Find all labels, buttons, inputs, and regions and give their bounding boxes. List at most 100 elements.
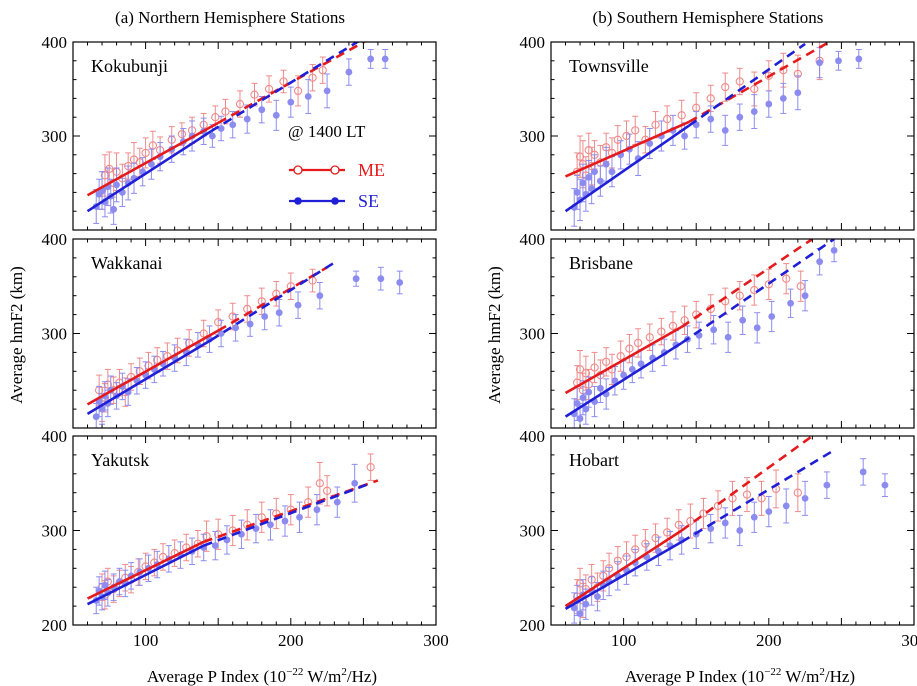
data-point xyxy=(313,506,321,514)
data-point xyxy=(232,324,240,332)
data-point xyxy=(267,521,274,529)
data-point xyxy=(585,388,593,396)
y-tick-label: 400 xyxy=(42,33,68,52)
data-point xyxy=(779,95,787,102)
data-point xyxy=(765,508,773,515)
data-point xyxy=(293,86,303,96)
column-title-southern: (b) Southern Hemisphere Stations xyxy=(593,8,824,27)
data-point xyxy=(113,181,120,189)
data-point xyxy=(816,59,824,67)
data-point xyxy=(217,125,225,132)
data-point xyxy=(235,99,245,109)
data-point xyxy=(318,66,327,75)
data-point xyxy=(323,87,331,95)
y-tick-label: 400 xyxy=(42,427,68,446)
data-point xyxy=(221,107,230,116)
x-tick-label: 300 xyxy=(901,631,917,650)
data-point xyxy=(681,132,688,140)
legend-marker xyxy=(293,165,303,175)
data-point xyxy=(631,126,640,135)
data-point xyxy=(645,333,654,342)
station-label: Brisbane xyxy=(569,253,633,273)
data-point xyxy=(613,135,622,144)
legend-marker xyxy=(331,197,339,205)
fit-se-solid xyxy=(86,338,212,415)
y-tick-label: 300 xyxy=(520,325,546,344)
fit-me-solid xyxy=(564,120,690,178)
data-point xyxy=(596,177,604,185)
data-point xyxy=(258,106,266,114)
data-point xyxy=(287,98,295,106)
data-point xyxy=(782,502,790,510)
data-point xyxy=(611,377,619,385)
plot-area xyxy=(86,453,379,615)
data-point xyxy=(585,173,593,181)
series-se xyxy=(92,266,404,428)
data-point xyxy=(663,114,672,124)
series-se xyxy=(570,458,889,625)
plot-area xyxy=(564,436,889,625)
data-point xyxy=(367,55,375,63)
data-point xyxy=(103,380,112,389)
data-point xyxy=(633,338,643,348)
x-tick-label: 300 xyxy=(423,631,449,650)
data-point xyxy=(674,520,683,529)
data-point xyxy=(315,479,324,488)
data-point xyxy=(366,463,375,472)
data-point xyxy=(110,205,118,213)
legend-label-se: SE xyxy=(358,191,379,211)
data-point xyxy=(381,55,389,63)
fit-se-dashed xyxy=(210,261,336,342)
x-tick-label: 200 xyxy=(756,631,782,650)
data-point xyxy=(308,73,317,82)
data-point xyxy=(750,513,758,521)
x-tick-label: 100 xyxy=(611,631,637,650)
fit-se-dashed xyxy=(680,239,835,345)
y-tick-label: 400 xyxy=(520,230,546,249)
data-point xyxy=(322,486,332,495)
y-tick-label: 200 xyxy=(520,616,546,635)
data-point xyxy=(750,84,759,94)
data-point xyxy=(881,481,889,489)
data-point xyxy=(724,333,732,341)
data-point xyxy=(582,600,590,608)
data-point xyxy=(208,132,216,140)
data-point xyxy=(739,316,747,324)
data-point xyxy=(214,318,223,327)
y-tick-label: 400 xyxy=(42,230,68,249)
x-axis-label-left: Average P Index (10−22 W/m2/Hz) xyxy=(147,666,377,686)
time-annotation: @ 1400 LT xyxy=(288,122,366,141)
fit-me-solid xyxy=(564,325,683,395)
data-point xyxy=(859,468,867,476)
fit-me-dashed xyxy=(688,42,832,124)
y-tick-label: 300 xyxy=(42,127,68,146)
y-tick-label: 300 xyxy=(520,522,546,541)
data-point xyxy=(177,129,187,139)
data-point xyxy=(229,121,237,129)
data-point xyxy=(199,329,208,338)
data-point xyxy=(830,246,838,254)
y-tick-label: 300 xyxy=(42,522,68,541)
legend-marker xyxy=(330,165,340,175)
data-point xyxy=(148,160,155,168)
fit-me-solid xyxy=(564,529,683,608)
data-point xyxy=(591,168,598,176)
data-point xyxy=(211,542,219,550)
data-point xyxy=(735,77,744,86)
station-label: Hobart xyxy=(569,450,619,470)
fit-se-solid xyxy=(86,544,205,606)
data-point xyxy=(713,501,723,511)
y-axis-label-left: Average hmF2 (km) xyxy=(7,266,26,404)
data-point xyxy=(764,280,773,289)
data-point xyxy=(396,279,404,286)
x-tick-label: 100 xyxy=(133,631,159,650)
data-point xyxy=(594,593,601,601)
fit-se-solid xyxy=(564,124,690,213)
data-point xyxy=(345,68,353,76)
data-point xyxy=(316,292,324,300)
fit-me-dashed xyxy=(680,239,814,328)
data-point xyxy=(296,513,303,521)
y-tick-label: 300 xyxy=(520,127,546,146)
data-point xyxy=(294,301,302,309)
data-point xyxy=(275,309,283,317)
